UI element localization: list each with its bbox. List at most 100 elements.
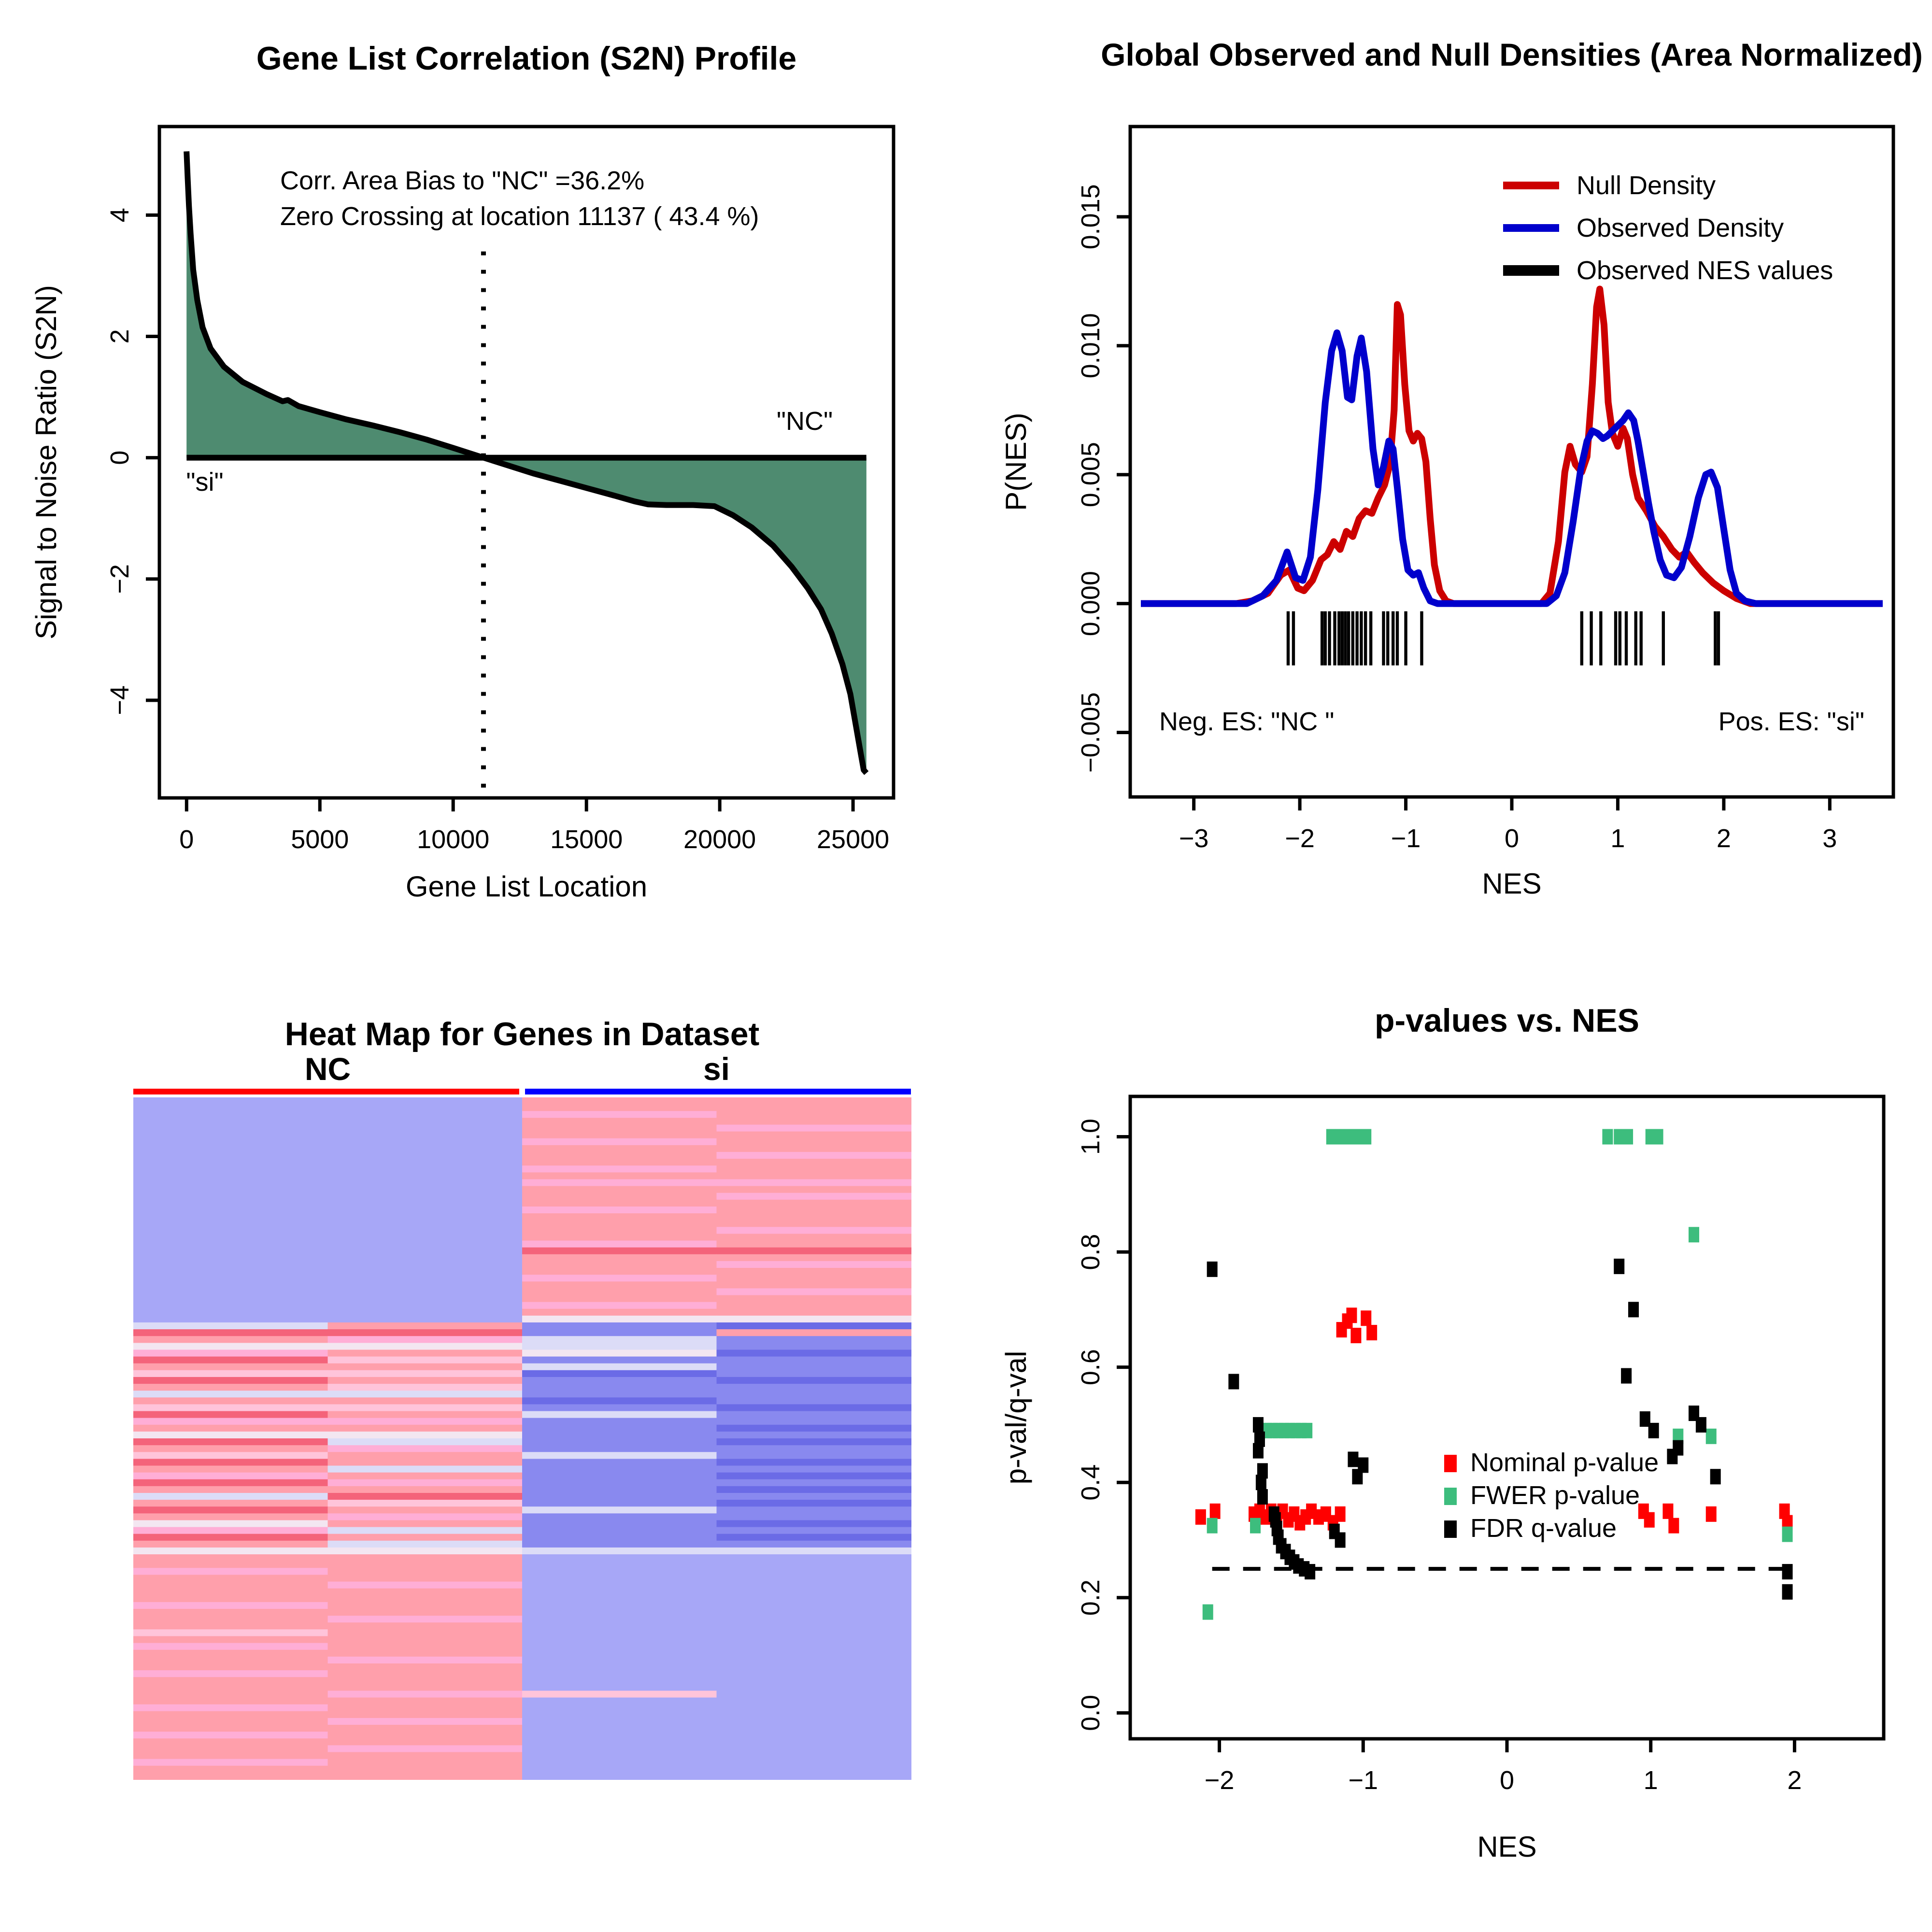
heatmap-cell [133,1240,328,1248]
legend-label: FDR q-value [1470,1514,1617,1543]
heatmap-cell [133,1520,328,1528]
heatmap-cell [522,1527,717,1534]
x-axis-tick-label: −1 [1349,1766,1378,1795]
point-fwer-p-value [1622,1129,1634,1145]
heatmap-cell [133,1145,328,1152]
heatmap-cell [327,1227,523,1235]
heatmap-cell [327,1547,523,1555]
heatmap-cell [133,1663,328,1671]
heatmap-cell [133,1575,328,1582]
point-fdr-q-value [1335,1532,1346,1548]
point-nominal-p-value [1668,1518,1679,1534]
heatmap-cell [133,1677,328,1685]
heatmap-cell [716,1663,911,1671]
heatmap-cell [327,1275,523,1282]
x-axis-tick-label: 2 [1787,1766,1802,1795]
heatmap-cell [327,1581,523,1589]
heatmap-cell [133,1609,328,1617]
s2n-profile-chart: Gene List Correlation (S2N) Profile 0 5000… [30,40,895,903]
heatmap-cell [133,1656,328,1664]
heatmap-cell [133,1718,328,1726]
heatmap-cell [522,1302,717,1309]
heatmap-cell [716,1186,911,1193]
heatmap-cell [327,1568,523,1576]
heatmap-cell [327,1329,523,1337]
heatmap-cell [716,1649,911,1657]
heatmap-cell [133,1247,328,1255]
heatmap-cell [133,1302,328,1309]
heatmap-cell [716,1350,911,1357]
heatmap-cell [522,1759,717,1766]
heatmap-cell [716,1145,911,1152]
heatmap-cell [522,1718,717,1726]
heatmap-cell [522,1111,717,1119]
heatmap-cell [716,1643,911,1650]
y-axis-tick-label: 2 [105,329,134,343]
heatmap-cell [522,1622,717,1630]
heatmap-cell [716,1725,911,1733]
point-fwer-p-value [1202,1604,1213,1620]
heatmap-cell [327,1404,523,1412]
heatmap-cell [133,1411,328,1419]
heatmap-cell [327,1765,523,1773]
heatmap-cell [133,1697,328,1705]
si-group-bar [525,1089,911,1094]
heatmap-cell [327,1479,523,1487]
heatmap-cell [716,1138,911,1146]
heatmap-cell [522,1391,717,1398]
y-axis-tick-label: 0.6 [1076,1349,1105,1385]
heatmap-cell [133,1118,328,1125]
heatmap-cell [522,1356,717,1364]
s2n-profile-curve [184,151,869,775]
heatmap-cell [522,1145,717,1152]
heatmap-cell [133,1281,328,1289]
correlation-area-fill [186,151,867,773]
heatmap-cell [716,1492,911,1501]
heatmap-cell [133,1186,328,1193]
x-axis-tick-label: 3 [1822,824,1837,853]
heatmap-cell [716,1547,911,1555]
heatmap-cell [133,1288,328,1296]
heatmap-cell [522,1616,717,1623]
x-axis-tick-label: 20000 [683,825,756,854]
heatmap-cell [716,1636,911,1644]
heatmap-cell [327,1186,523,1193]
heatmap-cell [716,1159,911,1166]
point-nominal-p-value [1195,1509,1206,1525]
heatmap-cell [716,1431,911,1439]
heatmap-cell [522,1350,717,1357]
heatmap-cell [327,1213,523,1221]
heatmap-cell [522,1697,717,1705]
densities-chart: Global Observed and Null Densities (Area… [1000,37,1923,900]
heatmap-cell [327,1540,523,1548]
heatmap-cell [522,1725,717,1733]
heatmap-cell [133,1513,328,1521]
legend-swatch [1444,1488,1457,1505]
heatmap-cell [327,1663,523,1671]
point-fwer-p-value [1302,1422,1313,1438]
heatmap-cell [133,1275,328,1282]
x-axis-tick-label: 2 [1717,824,1731,853]
heatmap-cell [327,1315,523,1323]
heatmap-cell [716,1622,911,1630]
heatmap-cell [522,1104,717,1112]
y-axis-tick-label: 0.000 [1076,571,1105,636]
heatmap-cell [133,1732,328,1739]
heatmap-cell [522,1254,717,1262]
heatmap-cell [716,1172,911,1180]
heatmap-cell [133,1745,328,1753]
heatmap-cell [133,1295,328,1303]
heatmap-cell [133,1629,328,1637]
heatmap-cell [716,1397,911,1405]
heatmap-cell [716,1697,911,1705]
heatmap-cell [522,1418,717,1425]
heatmap-cell [133,1336,328,1344]
x-axis-tick-label: 0 [1505,824,1519,853]
heatmap-cell [133,1356,328,1364]
x-axis-tick-label: −3 [1179,824,1209,853]
heatmap-cell [522,1438,717,1446]
heatmap-cell [716,1690,911,1698]
y-axis-tick-label: 0.015 [1076,184,1105,249]
heatmap-cell [716,1732,911,1739]
